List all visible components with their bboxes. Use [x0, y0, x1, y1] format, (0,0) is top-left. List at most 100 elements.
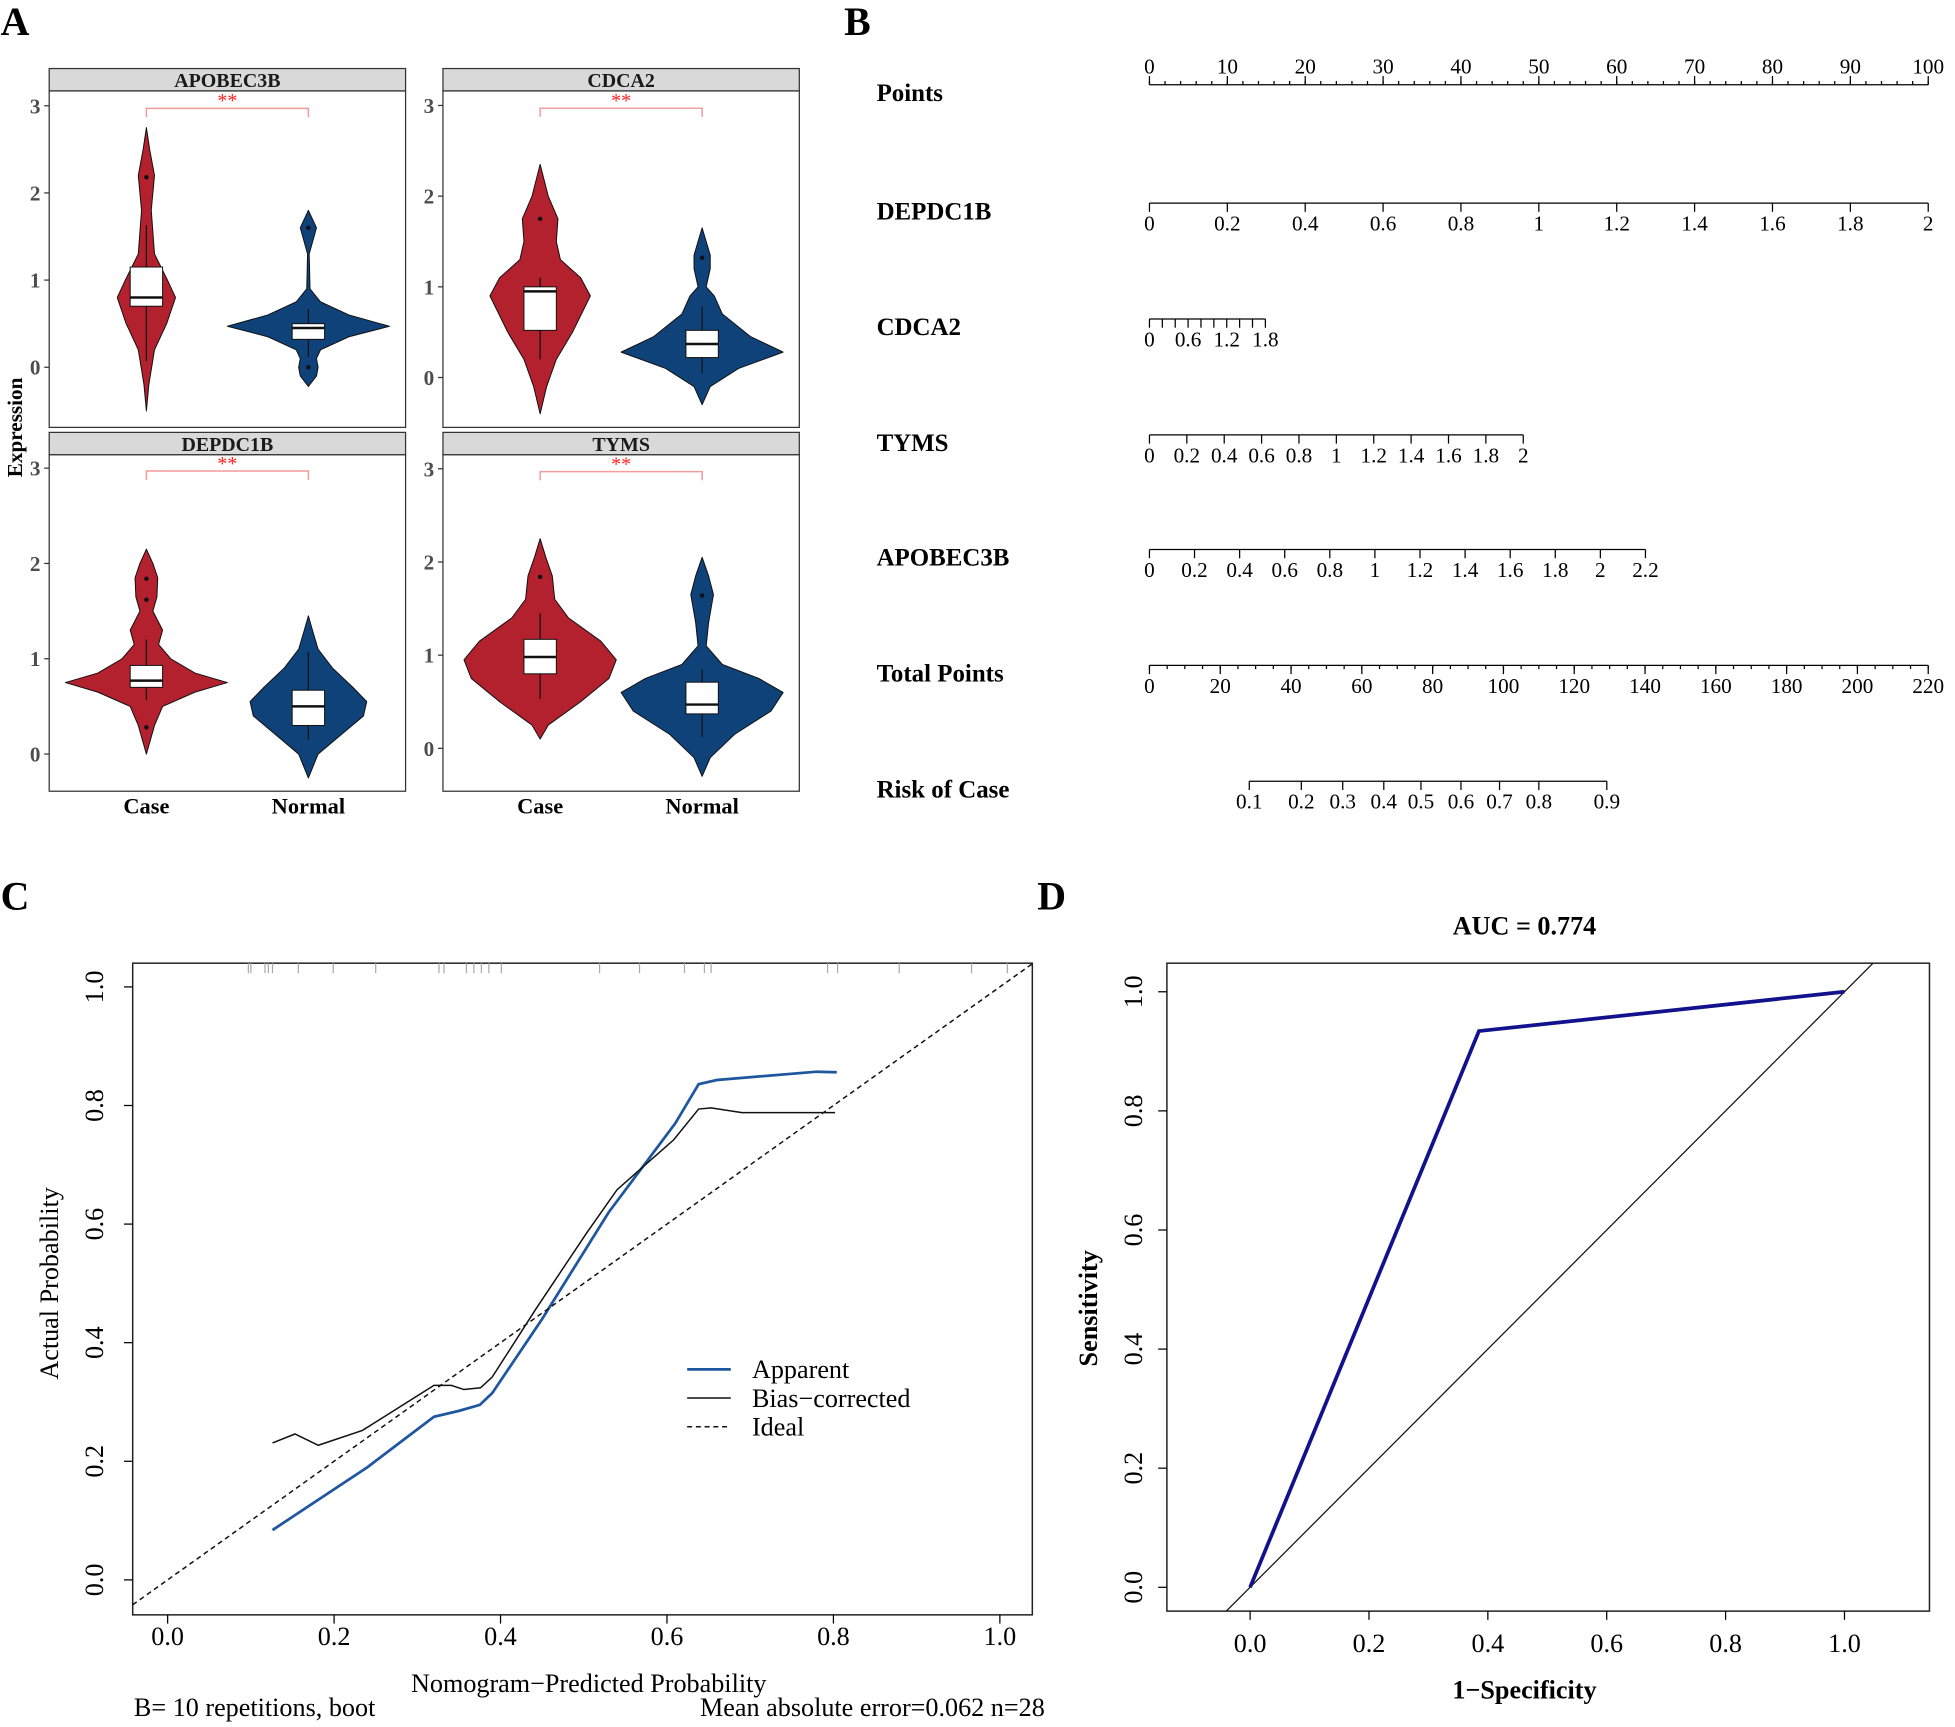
y-tick-label: 1 — [424, 275, 435, 299]
y-tick-label: 3 — [30, 457, 41, 481]
significance-label: ** — [611, 90, 631, 112]
row-label: Points — [877, 80, 944, 107]
reference-diagonal — [1225, 962, 1874, 1612]
facet-title: CDCA2 — [587, 70, 655, 92]
x-axis-title: 1−Specificity — [1452, 1675, 1596, 1704]
x-tick-label: 0.6 — [651, 1622, 684, 1651]
footnote-left: B= 10 repetitions, boot — [134, 1693, 376, 1722]
x-tick-label: 0.0 — [151, 1622, 184, 1651]
facet-cdca2: CDCA2 0 1 2 3 ** — [424, 67, 800, 429]
y-tick-label: 3 — [424, 94, 435, 118]
row-label: Total Points — [877, 661, 1004, 688]
outlier-point — [537, 574, 543, 580]
tick-label: 2.2 — [1632, 558, 1658, 582]
x-tick-label: 0.8 — [817, 1622, 850, 1651]
tick-label: 40 — [1280, 674, 1301, 698]
outlier-point — [144, 576, 149, 581]
nomogram-row-points: Points 0 10 20 30 40 50 60 70 80 90 100 — [877, 55, 1945, 107]
facet-tyms: TYMS 0 1 2 3 ** Case Normal — [424, 431, 800, 819]
x-tick-label: 1.0 — [984, 1622, 1017, 1651]
y-axis-title: Expression — [3, 377, 27, 477]
facet-panel — [442, 90, 800, 429]
facet-title: APOBEC3B — [174, 70, 280, 92]
tick-label: 0.8 — [1526, 790, 1552, 814]
tick-label: 1.2 — [1361, 443, 1387, 467]
significance-label: ** — [611, 453, 631, 475]
box — [685, 681, 719, 715]
nomogram-row-tyms: TYMS 0 0.2 0.4 0.6 0.8 1 1.2 1.4 1.6 1.8 2 — [877, 430, 1529, 467]
facet-title: TYMS — [592, 434, 650, 456]
tick-label: 0.4 — [1292, 212, 1319, 236]
tick-label: 60 — [1606, 55, 1627, 79]
significance-bracket — [145, 107, 310, 118]
tick-label: 0.2 — [1288, 790, 1314, 814]
box — [291, 323, 326, 340]
series-solid-blue — [271, 1070, 837, 1532]
row-label: DEPDC1B — [877, 198, 992, 225]
outlier-point — [144, 175, 149, 180]
facet-panel — [48, 90, 407, 429]
plot-frame — [1166, 962, 1931, 1612]
y-tick-label: 2 — [30, 181, 41, 205]
tick-label: 0.3 — [1329, 790, 1355, 814]
significance-label: ** — [217, 453, 237, 475]
tick-label: 0 — [1144, 558, 1155, 582]
tick-label: 0.8 — [1317, 558, 1343, 582]
row-label: APOBEC3B — [877, 545, 1010, 572]
x-tick-label: 0.0 — [1234, 1629, 1267, 1658]
tick-label: 0.5 — [1408, 790, 1434, 814]
tick-label: 10 — [1217, 55, 1238, 79]
y-tick-label: 3 — [424, 457, 435, 481]
tick-label: 1.2 — [1407, 558, 1433, 582]
tick-label: 0.6 — [1271, 558, 1297, 582]
outlier-point — [537, 216, 543, 222]
tick-label: 0 — [1144, 674, 1155, 698]
facet-panel — [48, 454, 407, 792]
tick-label: 1.8 — [1473, 443, 1499, 467]
tick-label: 70 — [1684, 55, 1705, 79]
tick-label: 140 — [1629, 674, 1661, 698]
tick-label: 0.4 — [1371, 790, 1398, 814]
facet-title: DEPDC1B — [181, 434, 273, 456]
significance-bracket — [539, 107, 703, 117]
nomogram-row-depdc1b: DEPDC1B 0 0.2 0.4 0.6 0.8 1 1.2 1.4 1.6 1.8 2 — [877, 198, 1934, 235]
tick-label: 1.6 — [1435, 443, 1461, 467]
outlier-point — [306, 365, 311, 370]
tick-label: 0 — [1144, 327, 1155, 351]
y-tick-label: 0.8 — [1119, 1095, 1148, 1128]
panel-c-calibration: 0.0 0.2 0.4 0.6 0.8 1.0 0.0 0.2 0.4 0.6 0.8 1.0 Appa… — [35, 962, 1045, 1722]
tick-label: 120 — [1558, 674, 1590, 698]
facet-apobec3b: APOBEC3B 0 1 2 3 ** — [30, 67, 407, 429]
tick-label: 2 — [1923, 212, 1934, 236]
panel-label-c: C — [1, 874, 30, 919]
y-tick-label: 1 — [424, 644, 435, 668]
tick-label: 1.4 — [1681, 212, 1708, 236]
tick-label: 200 — [1842, 674, 1874, 698]
box — [129, 664, 164, 688]
y-axis-title: Sensitivity — [1074, 1250, 1103, 1366]
legend-label: Ideal — [752, 1412, 804, 1441]
plot-frame — [131, 962, 1034, 1616]
tick-label: 0.6 — [1175, 327, 1201, 351]
tick-label: 180 — [1771, 674, 1803, 698]
y-tick-label: 0.2 — [80, 1445, 109, 1478]
box — [291, 689, 326, 726]
nomogram-row-risk-of-case: Risk of Case 0.1 0.2 0.3 0.4 0.5 0.6 0.7 0.8 0.9 — [877, 776, 1620, 813]
tick-label: 0.2 — [1181, 558, 1207, 582]
y-tick-label: 0.8 — [80, 1089, 109, 1122]
outlier-point — [306, 225, 311, 231]
x-axis-title: Nomogram−Predicted Probability — [411, 1669, 766, 1698]
x-tick-label: 0.4 — [1472, 1629, 1505, 1658]
tick-label: 0 — [1144, 55, 1155, 79]
tick-label: 30 — [1372, 55, 1393, 79]
nomogram-row-cdca2: CDCA2 0 0.6 1.2 1.8 — [877, 314, 1279, 351]
tick-label: 2 — [1518, 443, 1529, 467]
y-tick-label: 0 — [30, 743, 41, 767]
y-tick-label: 0 — [424, 737, 435, 761]
tick-label: 40 — [1450, 55, 1471, 79]
y-tick-label: 0.4 — [1119, 1333, 1148, 1366]
facet-panel — [442, 454, 800, 792]
tick-label: 1.8 — [1837, 212, 1863, 236]
significance-bracket — [145, 470, 310, 480]
